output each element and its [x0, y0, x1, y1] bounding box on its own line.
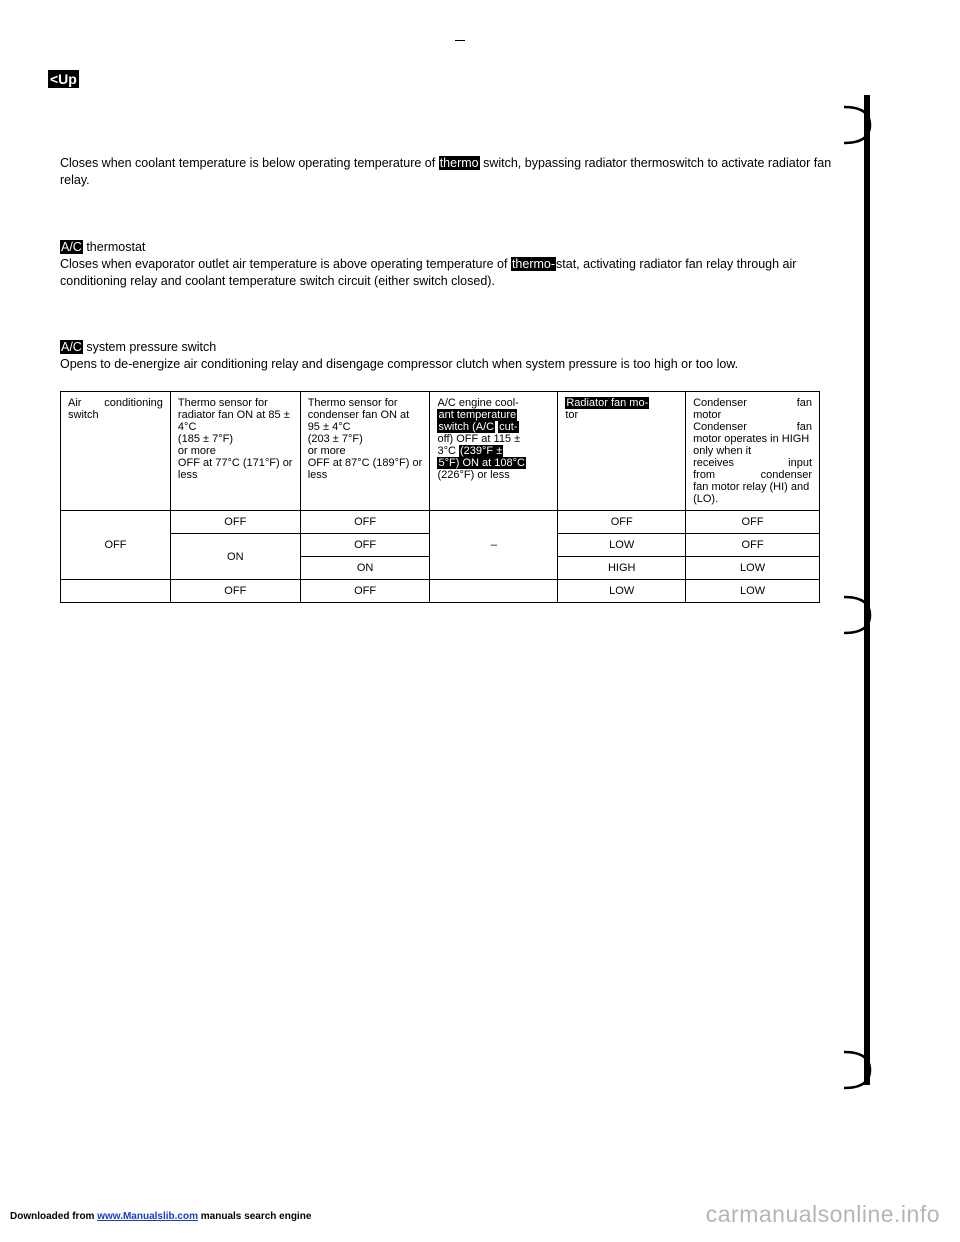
table-cell: ON — [300, 557, 430, 580]
table-header: Condenser fan motor Condenser fan motor op… — [686, 392, 820, 511]
bracket-icon — [842, 105, 872, 145]
text: motor operates in HIGH only when it — [693, 433, 809, 457]
text: fan motor relay (HI) and (LO). — [693, 481, 809, 505]
bracket-icon — [842, 595, 872, 635]
up-marker: <Up — [48, 70, 79, 88]
table-cell: OFF — [686, 534, 820, 557]
text-highlight: A/C — [60, 340, 83, 354]
table-cell: LOW — [686, 557, 820, 580]
text: Closes when evaporator outlet air temper… — [60, 257, 511, 271]
text-highlight: ant temperature — [437, 409, 517, 421]
top-dash: — — [455, 35, 465, 46]
table-cell: LOW — [558, 580, 686, 603]
text-highlight: A/C — [60, 240, 83, 254]
text: manuals search engine — [198, 1211, 311, 1222]
text-highlight: thermo — [439, 156, 480, 170]
table-cell: LOW — [686, 580, 820, 603]
table-cell: LOW — [558, 534, 686, 557]
text: fan — [797, 397, 812, 409]
text: Opens to de-energize air conditioning re… — [60, 357, 738, 371]
text: motor — [693, 409, 721, 421]
text-highlight: cut- — [498, 421, 518, 433]
footer-watermark: carmanualsonline.info — [706, 1201, 940, 1228]
text: 3°C — [437, 445, 455, 457]
text: system pressure switch — [83, 340, 216, 354]
text: A/C engine cool- — [437, 397, 518, 409]
text: condenser — [761, 469, 812, 481]
text: Condenser — [693, 421, 747, 433]
table-cell: HIGH — [558, 557, 686, 580]
table-cell: OFF — [170, 580, 300, 603]
text: tor — [565, 409, 578, 421]
table-row: OFF OFF OFF – OFF OFF — [61, 511, 820, 534]
table-cell — [61, 580, 171, 603]
footer-left: Downloaded from www.Manualslib.com manua… — [10, 1211, 311, 1222]
text: input — [788, 457, 812, 469]
table-header: Radiator fan mo- tor — [558, 392, 686, 511]
table-cell: OFF — [686, 511, 820, 534]
text: receives — [693, 457, 734, 469]
text: thermostat — [83, 240, 146, 254]
text: fan — [797, 421, 812, 433]
text: off) OFF at 115 ± — [437, 433, 520, 445]
table-cell: ON — [170, 534, 300, 580]
table-cell: OFF — [558, 511, 686, 534]
table-header-row: Air conditioning switch Thermo sensor for… — [61, 392, 820, 511]
page-border-right — [864, 95, 870, 1085]
footer-link[interactable]: www.Manualslib.com — [97, 1211, 198, 1222]
text: Downloaded from — [10, 1211, 97, 1222]
paragraph: A/C thermostat Closes when evaporator ou… — [60, 239, 840, 290]
text: Air — [68, 397, 81, 409]
text-highlight: 5°F) ON at 108°C — [437, 457, 525, 469]
text-highlight: switch (A/C — [437, 421, 495, 433]
table-header: Thermo sensor for radiator fan ON at 85 … — [170, 392, 300, 511]
text: from — [693, 469, 715, 481]
text: switch — [68, 409, 99, 421]
table-cell: OFF — [61, 511, 171, 580]
table-cell: – — [430, 511, 558, 580]
content-area: Closes when coolant temperature is below… — [60, 100, 840, 603]
text-highlight: thermo- — [511, 257, 556, 271]
table-row: OFF OFF LOW LOW — [61, 580, 820, 603]
table-header: Air conditioning switch — [61, 392, 171, 511]
paragraph: A/C system pressure switch Opens to de-e… — [60, 339, 840, 373]
table-cell: OFF — [300, 511, 430, 534]
table-header: A/C engine cool- ant temperature switch … — [430, 392, 558, 511]
text: Condenser — [693, 397, 747, 409]
text: (226°F) or less — [437, 469, 509, 481]
paragraph: Closes when coolant temperature is below… — [60, 155, 840, 189]
table-cell: OFF — [300, 580, 430, 603]
bracket-icon — [842, 1050, 872, 1090]
page-wrapper: — <Up Closes when coolant temperature is… — [0, 0, 960, 1242]
text-highlight: Radiator fan mo- — [565, 397, 649, 409]
logic-table: Air conditioning switch Thermo sensor for… — [60, 391, 820, 603]
table-cell — [430, 580, 558, 603]
text: Closes when coolant temperature is below… — [60, 156, 439, 170]
table-header: Thermo sensor for condenser fan ON at 95… — [300, 392, 430, 511]
table-cell: OFF — [170, 511, 300, 534]
text-highlight: (239°F ± — [459, 445, 503, 457]
table-cell: OFF — [300, 534, 430, 557]
text: conditioning — [104, 397, 163, 409]
